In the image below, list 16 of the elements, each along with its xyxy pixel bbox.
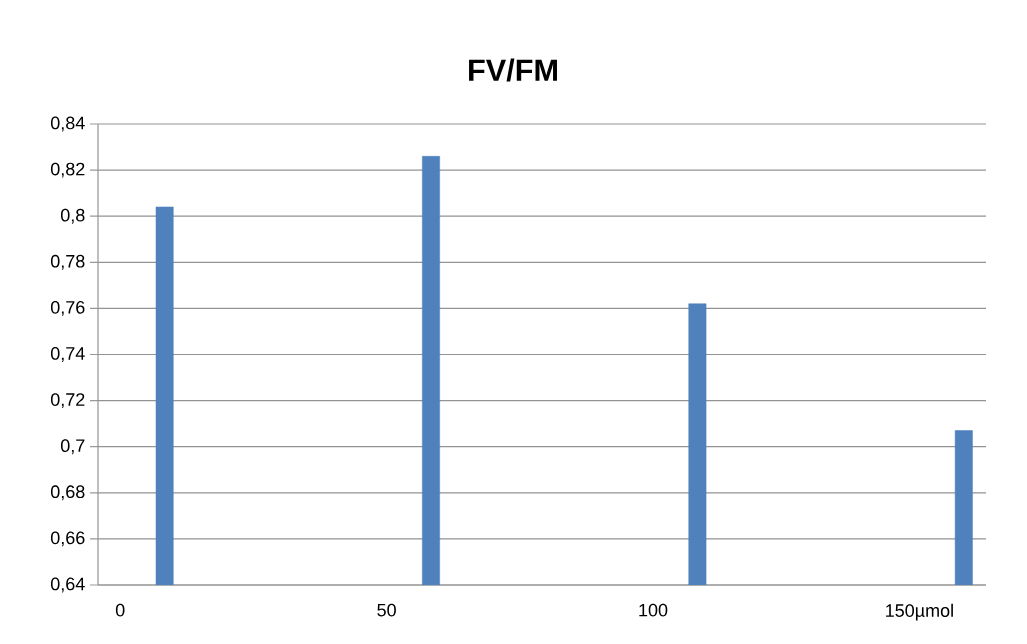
x-tick-label: 150µmol [886,603,953,621]
y-tick-label: 0,7 [60,439,85,455]
x-tick-label: 50 [377,603,396,617]
y-tick-label: 0,72 [50,393,85,409]
x-tick-label: 0 [115,603,125,617]
y-tick-label: 0,68 [50,485,85,501]
y-tick-label: 0,76 [50,300,85,316]
chart-title: FV/FM [469,58,557,82]
y-tick-label: 0,8 [60,208,85,224]
y-tick-label: 0,82 [50,162,85,178]
y-tick-label: 0,74 [50,347,85,362]
y-tick-label: 0,66 [50,531,85,547]
x-tick-label: 100 [639,603,668,617]
y-tick-label: 0,78 [50,254,85,270]
y-tick-label: 0,84 [50,116,85,132]
y-tick-label: 0,64 [50,577,85,593]
